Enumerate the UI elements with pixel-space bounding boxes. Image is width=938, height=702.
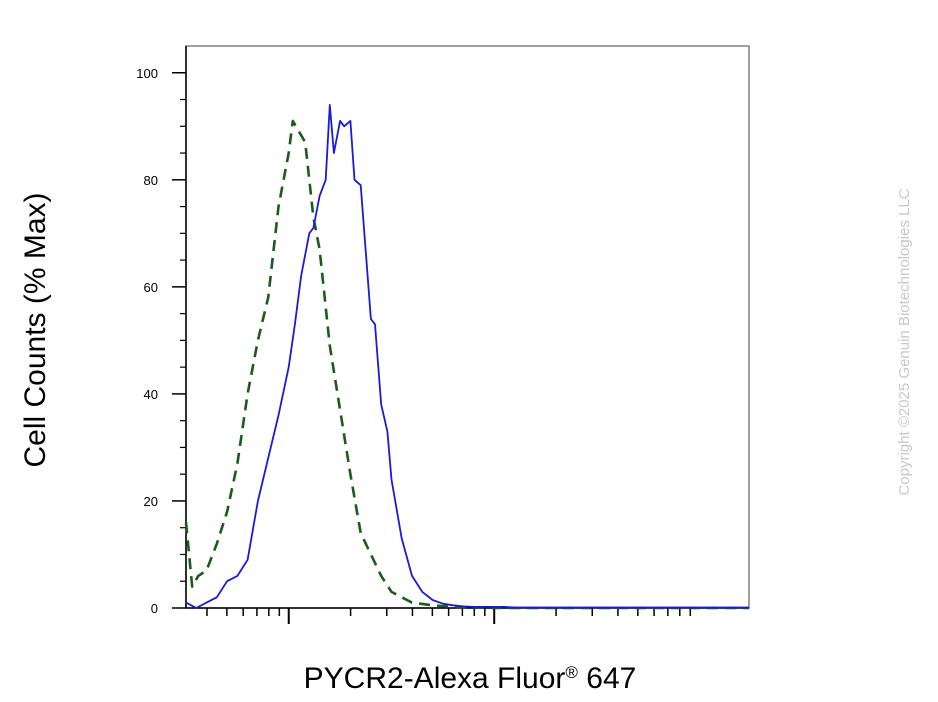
y-tick-label: 60 <box>144 280 158 295</box>
x-axis-title-main: PYCR2-Alexa Fluor <box>304 662 566 695</box>
x-axis-ticks <box>206 608 692 624</box>
isotype-control-curve <box>184 119 749 610</box>
y-tick-label: 40 <box>144 387 158 402</box>
plot-frame <box>185 45 750 609</box>
sample-histogram-curve <box>185 104 749 609</box>
x-axis-title: PYCR2-Alexa Fluor® 647 <box>304 662 637 695</box>
x-axis-title-tail: 647 <box>578 662 636 695</box>
y-tick-label: 20 <box>144 494 158 509</box>
series-layer <box>184 104 749 610</box>
x-axis-title-registered: ® <box>565 663 578 682</box>
y-tick-label: 100 <box>136 66 158 81</box>
copyright-watermark: Copyright ©2025 Genuin Biotechnologies L… <box>896 188 913 495</box>
y-axis-ticks: 0 20 40 60 80 100 <box>136 66 186 616</box>
y-axis-title: Cell Counts (% Max) <box>19 192 52 467</box>
y-tick-label: 0 <box>151 601 158 616</box>
y-tick-label: 80 <box>144 173 158 188</box>
